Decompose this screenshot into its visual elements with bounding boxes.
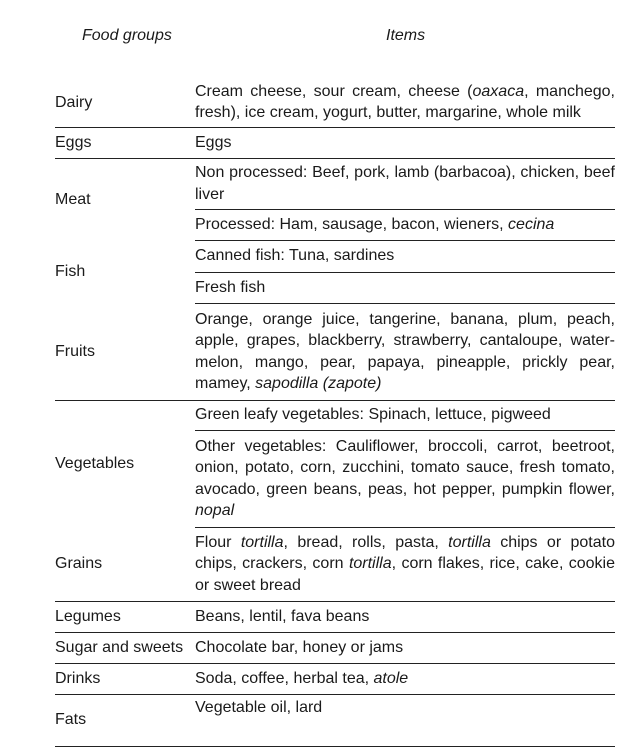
items-cell: Other vegetables: Cauliflower, broccoli,…: [195, 430, 615, 528]
food-group-cell: Legumes: [55, 601, 195, 633]
item-text: Cream cheese, sour cream, cheese (: [195, 82, 473, 100]
food-groups-table: Dairy Cream cheese, sour cream, cheese (o…: [55, 78, 615, 747]
table-row: Eggs Eggs: [55, 127, 615, 159]
table-row: Vegetables Green leafy vegetables: Spinac…: [55, 400, 615, 472]
table-row: Other vegetables: Cauliflower, broccoli,…: [55, 430, 615, 528]
item-text: Fresh fish: [195, 278, 266, 296]
items-cell: Canned fish: Tuna, sardines: [195, 240, 615, 273]
table-row: Dairy Cream cheese, sour cream, cheese (o…: [55, 78, 616, 128]
item-text: Processed: Ham, sausage, bacon, wieners,: [195, 215, 509, 233]
italic-term: sapodilla (zapote): [255, 375, 382, 392]
item-text: Beans, lentil, fava beans: [195, 607, 370, 625]
food-group-cell: Sugar and sweets: [55, 632, 195, 664]
items-cell: Fresh fish: [195, 272, 615, 304]
items-cell: Beans, lentil, fava beans: [195, 601, 615, 633]
item-text: Chocolate bar, honey or jams: [195, 638, 404, 656]
food-group-cell: Meat: [55, 190, 91, 208]
items-cell: Vegetable oil, lard: [195, 694, 615, 747]
item-text: , bread, rolls, pasta,: [283, 533, 449, 551]
food-group-cell: Vegetables: [55, 455, 135, 472]
items-cell: Soda, coffee, herbal tea, atole: [195, 663, 615, 695]
items-cell: Processed: Ham, sausage, bacon, wieners,…: [195, 209, 615, 241]
item-text: , manchego, fresh), ice cream, yogurt, b…: [195, 82, 616, 122]
item-text: Non processed: Beef, pork, lamb (barbaco…: [195, 164, 615, 203]
food-group-cell: Drinks: [55, 663, 195, 695]
items-cell: Green leafy vegetables: Spinach, lettuce…: [195, 400, 615, 431]
item-text: chips or potato chips, crackers, corn: [195, 533, 615, 573]
italic-term: tortilla: [448, 533, 491, 551]
table-row: Fruits Orange, orange juice, tangerine, b…: [55, 303, 615, 401]
column-header-items: Items: [386, 27, 426, 44]
food-group-cell: Eggs: [55, 127, 195, 159]
food-group-cell: Grains: [55, 527, 195, 602]
items-cell: Chocolate bar, honey or jams: [195, 632, 615, 664]
italic-term: nopal: [195, 502, 235, 519]
item-text: Flour: [195, 533, 241, 551]
table-row: Fresh fish: [55, 272, 615, 304]
item-text: Soda, coffee, herbal tea,: [195, 669, 374, 687]
column-header-food-groups: Food groups: [82, 27, 172, 44]
item-text: Orange, orange juice, tangerine, banana,…: [195, 310, 615, 393]
italic-term: tortilla: [240, 533, 284, 551]
table-row: Fats Vegetable oil, lard: [55, 694, 615, 747]
table-row: Fish Canned fish: Tuna, sardines: [55, 240, 615, 280]
item-text: , corn flakes, rice, cake, cookie or swe…: [195, 555, 616, 594]
italic-term: oaxaca: [472, 82, 525, 100]
item-text: Vegetable oil, lard: [195, 698, 323, 716]
table-row: Sugar and sweets Chocolate bar, honey or …: [55, 632, 615, 664]
table-row: Legumes Beans, lentil, fava beans: [55, 601, 615, 633]
table-row: Drinks Soda, coffee, herbal tea, atole: [55, 663, 615, 695]
item-text: Eggs: [195, 133, 232, 151]
table-row: Meat Non processed: Beef, pork, lamb (bar…: [55, 158, 615, 210]
items-cell: Orange, orange juice, tangerine, banana,…: [195, 303, 615, 401]
item-text: Other vegetables: Cauliflower, broccoli,…: [195, 437, 615, 498]
items-cell: Flour tortilla, bread, rolls, pasta, tor…: [195, 527, 616, 602]
food-group-cell: Fats: [55, 694, 195, 747]
food-group-cell: Fish: [55, 262, 86, 280]
items-cell: Non processed: Beef, pork, lamb (barbaco…: [195, 158, 615, 210]
food-group-cell: Dairy: [55, 78, 195, 128]
item-text: Green leafy vegetables: Spinach, lettuce…: [195, 406, 551, 424]
food-group-cell: Fruits: [55, 303, 195, 401]
table-row: Grains Flour tortilla, bread, rolls, past…: [55, 527, 616, 602]
italic-term: atole: [373, 669, 409, 687]
table-row: Processed: Ham, sausage, bacon, wieners,…: [55, 209, 615, 241]
italic-term: tortilla: [348, 555, 392, 573]
italic-term: cecina: [508, 215, 555, 233]
items-cell: Cream cheese, sour cream, cheese (oaxaca…: [195, 78, 616, 128]
item-text: Canned fish: Tuna, sardines: [195, 247, 395, 265]
items-cell: Eggs: [195, 127, 615, 159]
